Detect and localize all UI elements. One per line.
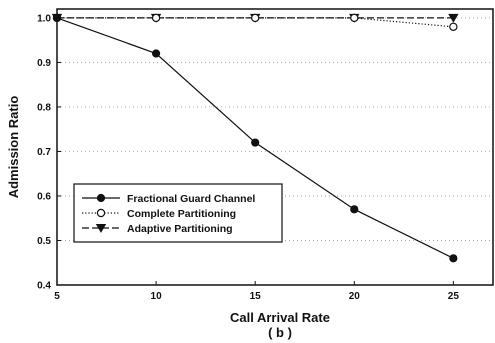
x-tick-labels: 5 10 15 20 25	[54, 291, 459, 302]
x-axis-sublabel: ( b )	[268, 325, 292, 340]
x-tick-label: 15	[250, 291, 262, 302]
data-point	[449, 254, 458, 263]
x-axis-title: Call Arrival Rate	[230, 310, 330, 325]
data-point	[151, 49, 161, 58]
legend-entry: Fractional Guard Channel	[82, 193, 255, 205]
x-tick-label: 25	[448, 291, 460, 302]
legend-label: Adaptive Partitioning	[127, 223, 233, 235]
data-point	[448, 13, 459, 23]
y-tick-label: 1.0	[37, 13, 51, 24]
data-point	[250, 13, 260, 23]
data-point	[96, 193, 106, 203]
data-point	[350, 13, 359, 23]
y-tick-label: 0.5	[37, 236, 51, 247]
y-tick-label: 0.9	[37, 58, 51, 69]
series-line	[57, 17, 454, 28]
legend-label: Complete Partitioning	[127, 208, 236, 220]
y-tick-label: 0.8	[37, 102, 51, 113]
data-point	[151, 13, 161, 23]
legend-entry: Adaptive Partitioning	[82, 223, 233, 235]
data-point	[251, 138, 260, 147]
data-point	[95, 223, 107, 233]
data-point	[96, 208, 106, 218]
y-tick-labels: 0.4 0.5 0.6 0.7 0.8 0.9 1.0	[37, 13, 51, 291]
legend-entry: Complete Partitioning	[82, 208, 236, 220]
x-tick-label: 10	[151, 291, 163, 302]
y-tick-label: 0.7	[37, 147, 51, 158]
data-point	[350, 205, 359, 214]
legend-label: Fractional Guard Channel	[127, 193, 255, 205]
x-tick-label: 20	[349, 291, 361, 302]
series-group	[51, 13, 459, 263]
legend: Fractional Guard Channel Complete Partiti…	[73, 183, 283, 243]
y-tick-label: 0.6	[37, 191, 51, 202]
series-fractional-guard-channel	[52, 13, 458, 263]
legend-items: Fractional Guard Channel Complete Partiti…	[82, 193, 255, 235]
y-axis-title: Admission Ratio	[6, 96, 21, 199]
plot-frame	[56, 8, 494, 286]
y-tick-label: 0.4	[37, 281, 51, 292]
data-point	[449, 22, 458, 32]
x-tick-label: 5	[54, 291, 60, 302]
data-point	[52, 13, 62, 23]
